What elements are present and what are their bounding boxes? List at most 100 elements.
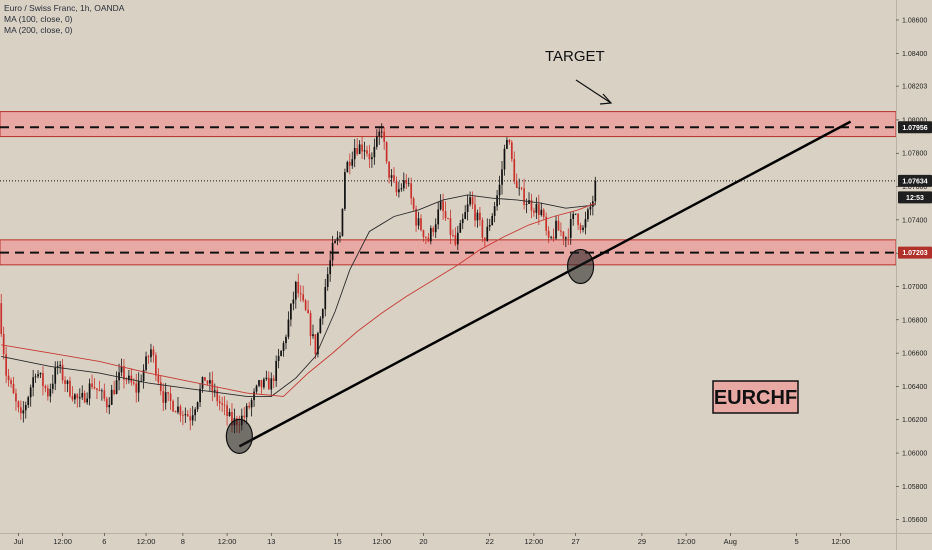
candle-body [373,146,376,158]
target-label: TARGET [545,48,605,65]
candle-body [189,416,192,421]
candle-body [508,139,511,143]
candle-body [513,159,516,182]
candle-body [557,220,560,231]
candle-body [12,383,15,394]
candle-body [336,237,339,241]
candle-body [371,157,373,160]
candle-body [135,383,138,393]
candle-body [292,299,295,304]
candle-body [525,203,528,205]
candle-body [34,376,37,378]
candle-body [326,274,329,287]
candle-body [76,394,79,399]
candle-body [186,414,189,417]
candle-body [334,240,336,243]
candle-body [24,404,27,411]
candle-body [93,387,96,389]
candle-body [17,401,20,408]
candle-body [533,210,535,213]
candle-body [506,139,508,149]
candle-body [449,218,452,235]
candle-body [331,242,334,261]
candle-body [560,230,562,232]
candle-body [88,383,91,399]
candle-body [56,366,59,368]
x-tick-label: 12:00 [831,537,850,546]
candle-body [530,200,533,211]
candle-body [115,380,118,394]
candle-body [54,367,57,384]
candle-body [255,385,258,392]
price-label: 1.07634 [902,178,927,185]
candle-body [375,136,378,147]
candle-body [37,374,39,377]
candle-body [314,334,317,355]
candle-body [339,235,341,238]
candle-body [550,236,552,238]
candle-body [184,414,187,416]
candle-body [267,377,270,390]
candle-body [108,404,111,408]
candle-body [51,383,54,389]
candle-body [61,364,64,381]
candle-body [5,354,7,376]
candle-body [182,415,184,417]
support-zone [0,239,897,266]
chart-legend: Euro / Swiss Franc, 1h, OANDA MA (100, c… [4,3,124,36]
candle-body [555,220,557,239]
price-label-box [898,121,932,134]
y-tick-label: 1.06400 [902,384,927,391]
candle-body [420,218,422,231]
candle-body [27,397,30,405]
candle-body [317,333,319,355]
candle-body [155,355,157,376]
candle-body [250,400,253,408]
candle-body [319,318,322,334]
candle-body [398,189,400,193]
x-tick-label: 20 [419,537,427,546]
candle-body [113,389,116,394]
candle-body [361,144,363,152]
candle-body [429,228,432,242]
y-tick-label: 1.06000 [902,451,927,458]
candle-body [231,411,233,426]
y-tick-label: 1.08000 [902,117,927,124]
x-tick-label: 15 [333,537,341,546]
candle-body [452,234,454,236]
candle-body [145,356,147,370]
candle-body [120,366,123,373]
x-tick-label: 12:00 [372,537,391,546]
x-tick-label: 8 [181,537,185,546]
candle-body [130,375,133,383]
candle-body [10,380,12,384]
candle-body [498,184,501,196]
candle-body [49,388,52,397]
candle-body [218,401,221,404]
candle-body [152,349,155,356]
candle-body [172,400,174,412]
candle-body [488,224,491,227]
candle-body [439,201,442,210]
candle-body [191,415,194,421]
candle-body [167,392,170,394]
price-label: 12:53 [906,195,924,202]
candle-body [582,227,584,231]
candle-body [400,188,403,190]
legend-ma100: MA (100, close, 0) [4,14,73,24]
candle-body [523,188,525,205]
candle-body [366,150,368,154]
candle-body [378,131,381,137]
candle-body [15,393,17,402]
candle-body [199,388,201,403]
candle-body [260,380,263,388]
candle-body [294,281,297,300]
y-tick-label: 1.07800 [902,151,927,158]
symbol-badge [712,380,799,414]
candle-body [309,313,312,337]
candle-body [282,343,285,351]
legend-title: Euro / Swiss Franc, 1h, OANDA [4,3,125,13]
candle-body [476,212,479,221]
